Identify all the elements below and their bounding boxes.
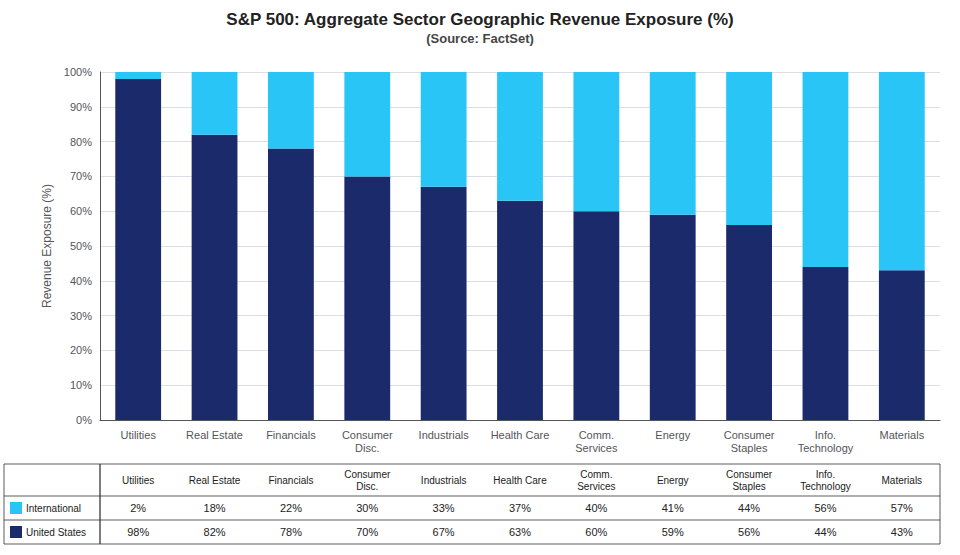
- svg-text:Health Care: Health Care: [493, 475, 547, 486]
- svg-text:Consumer: Consumer: [344, 469, 391, 480]
- svg-text:Utilities: Utilities: [122, 475, 154, 486]
- svg-text:0%: 0%: [76, 414, 92, 426]
- svg-text:Materials: Materials: [880, 429, 925, 441]
- svg-text:82%: 82%: [204, 526, 226, 538]
- svg-text:Industrials: Industrials: [419, 429, 470, 441]
- svg-text:Comm.: Comm.: [579, 429, 614, 441]
- svg-text:Consumer: Consumer: [726, 469, 773, 480]
- svg-text:Technology: Technology: [800, 481, 851, 492]
- svg-text:43%: 43%: [891, 526, 913, 538]
- svg-text:10%: 10%: [70, 379, 92, 391]
- svg-text:20%: 20%: [70, 344, 92, 356]
- svg-text:Technology: Technology: [798, 442, 854, 454]
- svg-text:40%: 40%: [70, 275, 92, 287]
- svg-text:70%: 70%: [70, 170, 92, 182]
- svg-text:60%: 60%: [70, 205, 92, 217]
- svg-text:Health Care: Health Care: [491, 429, 550, 441]
- svg-text:Comm.: Comm.: [580, 469, 612, 480]
- svg-text:Industrials: Industrials: [421, 475, 467, 486]
- svg-text:90%: 90%: [70, 101, 92, 113]
- svg-text:Financials: Financials: [268, 475, 313, 486]
- svg-text:37%: 37%: [509, 502, 531, 514]
- svg-text:Revenue Exposure (%): Revenue Exposure (%): [40, 184, 54, 308]
- svg-text:57%: 57%: [891, 502, 913, 514]
- svg-text:Disc.: Disc.: [355, 442, 379, 454]
- svg-text:Real Estate: Real Estate: [189, 475, 241, 486]
- svg-text:100%: 100%: [64, 66, 92, 78]
- svg-text:Services: Services: [575, 442, 618, 454]
- svg-text:30%: 30%: [356, 502, 378, 514]
- svg-text:Energy: Energy: [655, 429, 690, 441]
- svg-text:Energy: Energy: [657, 475, 689, 486]
- svg-text:41%: 41%: [662, 502, 684, 514]
- svg-text:63%: 63%: [509, 526, 531, 538]
- svg-text:44%: 44%: [738, 502, 760, 514]
- svg-text:International: International: [26, 503, 81, 514]
- svg-text:Real Estate: Real Estate: [186, 429, 243, 441]
- svg-text:Services: Services: [577, 481, 615, 492]
- svg-text:98%: 98%: [127, 526, 149, 538]
- svg-text:80%: 80%: [70, 136, 92, 148]
- svg-text:Financials: Financials: [266, 429, 316, 441]
- svg-text:Consumer: Consumer: [724, 429, 775, 441]
- svg-text:(Source: FactSet): (Source: FactSet): [426, 31, 534, 46]
- svg-text:56%: 56%: [814, 502, 836, 514]
- svg-text:United States: United States: [26, 527, 86, 538]
- svg-text:60%: 60%: [585, 526, 607, 538]
- svg-text:Consumer: Consumer: [342, 429, 393, 441]
- svg-text:18%: 18%: [204, 502, 226, 514]
- svg-text:40%: 40%: [585, 502, 607, 514]
- svg-text:Info.: Info.: [815, 429, 836, 441]
- svg-text:Utilities: Utilities: [120, 429, 156, 441]
- svg-text:Staples: Staples: [732, 481, 765, 492]
- svg-text:Disc.: Disc.: [356, 481, 378, 492]
- svg-text:59%: 59%: [662, 526, 684, 538]
- svg-text:70%: 70%: [356, 526, 378, 538]
- svg-text:44%: 44%: [814, 526, 836, 538]
- svg-text:Staples: Staples: [731, 442, 768, 454]
- svg-text:Info.: Info.: [816, 469, 835, 480]
- svg-text:22%: 22%: [280, 502, 302, 514]
- svg-text:78%: 78%: [280, 526, 302, 538]
- svg-text:33%: 33%: [433, 502, 455, 514]
- svg-text:50%: 50%: [70, 240, 92, 252]
- svg-text:56%: 56%: [738, 526, 760, 538]
- svg-text:67%: 67%: [433, 526, 455, 538]
- svg-text:2%: 2%: [130, 502, 146, 514]
- svg-text:30%: 30%: [70, 310, 92, 322]
- svg-text:S&P 500: Aggregate Sector Geog: S&P 500: Aggregate Sector Geographic Rev…: [226, 10, 733, 29]
- svg-text:Materials: Materials: [882, 475, 923, 486]
